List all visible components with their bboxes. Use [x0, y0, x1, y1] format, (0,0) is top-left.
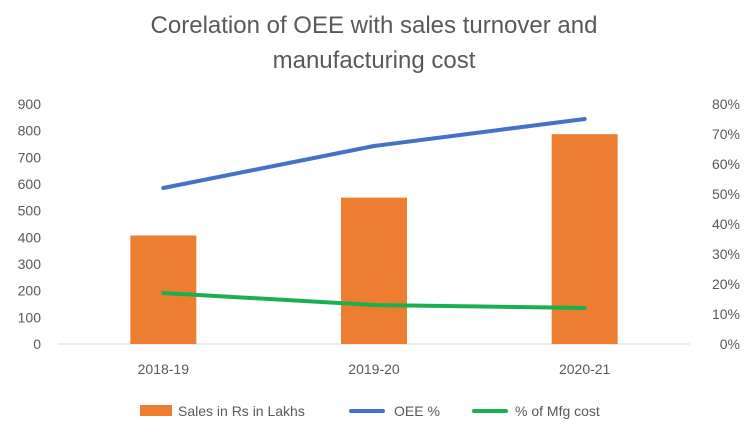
- y-right-tick-label: 50%: [712, 186, 740, 202]
- y-left-tick-label: 100: [18, 309, 42, 325]
- sales-bar: [130, 235, 197, 344]
- y-right-tick-label: 40%: [712, 216, 740, 232]
- legend-label: OEE %: [394, 403, 440, 419]
- lines-layer: [161, 117, 587, 310]
- chart-title-line2: manufacturing cost: [273, 47, 476, 74]
- y-left-tick-label: 400: [18, 229, 42, 245]
- y-right-tick-label: 0%: [720, 336, 740, 352]
- of-mfg-cost-line: [161, 291, 587, 310]
- y-left-tick-label: 700: [18, 149, 42, 165]
- x-tick-label: 2018-19: [138, 361, 190, 377]
- sales-bar: [551, 134, 618, 344]
- y-right-tick-label: 80%: [712, 96, 740, 112]
- y-left-tick-label: 0: [33, 336, 41, 352]
- y-left-tick-label: 300: [18, 256, 42, 272]
- y-right-tick-label: 10%: [712, 306, 740, 322]
- oee-line: [161, 117, 587, 190]
- legend-swatch-bar: [140, 405, 172, 416]
- y-left-tick-label: 900: [18, 96, 42, 112]
- y-right-tick-label: 70%: [712, 126, 740, 142]
- bars-layer: [130, 134, 618, 344]
- legend-label: Sales in Rs in Lakhs: [178, 403, 305, 419]
- y-left-tick-label: 500: [18, 203, 42, 219]
- legend: Sales in Rs in Lakhs OEE % % of Mfg cost: [140, 403, 600, 419]
- y-left-tick-label: 800: [18, 123, 42, 139]
- legend-label: % of Mfg cost: [515, 403, 600, 419]
- y-right-tick-label: 20%: [712, 276, 740, 292]
- x-tick-label: 2020-21: [559, 361, 611, 377]
- y-left-tick-label: 200: [18, 283, 42, 299]
- left-axis-ticks: 0 100 200 300 400 500 600 700 800 900: [18, 96, 42, 352]
- y-right-tick-label: 30%: [712, 246, 740, 262]
- y-left-tick-label: 600: [18, 176, 42, 192]
- x-axis-ticks: 2018-19 2019-20 2020-21: [138, 361, 611, 377]
- right-axis-ticks: 0% 10% 20% 30% 40% 50% 60% 70% 80%: [712, 96, 740, 352]
- x-tick-label: 2019-20: [348, 361, 400, 377]
- sales-bar: [341, 197, 407, 344]
- y-right-tick-label: 60%: [712, 156, 740, 172]
- chart-title-line1: Corelation of OEE with sales turnover an…: [151, 12, 598, 39]
